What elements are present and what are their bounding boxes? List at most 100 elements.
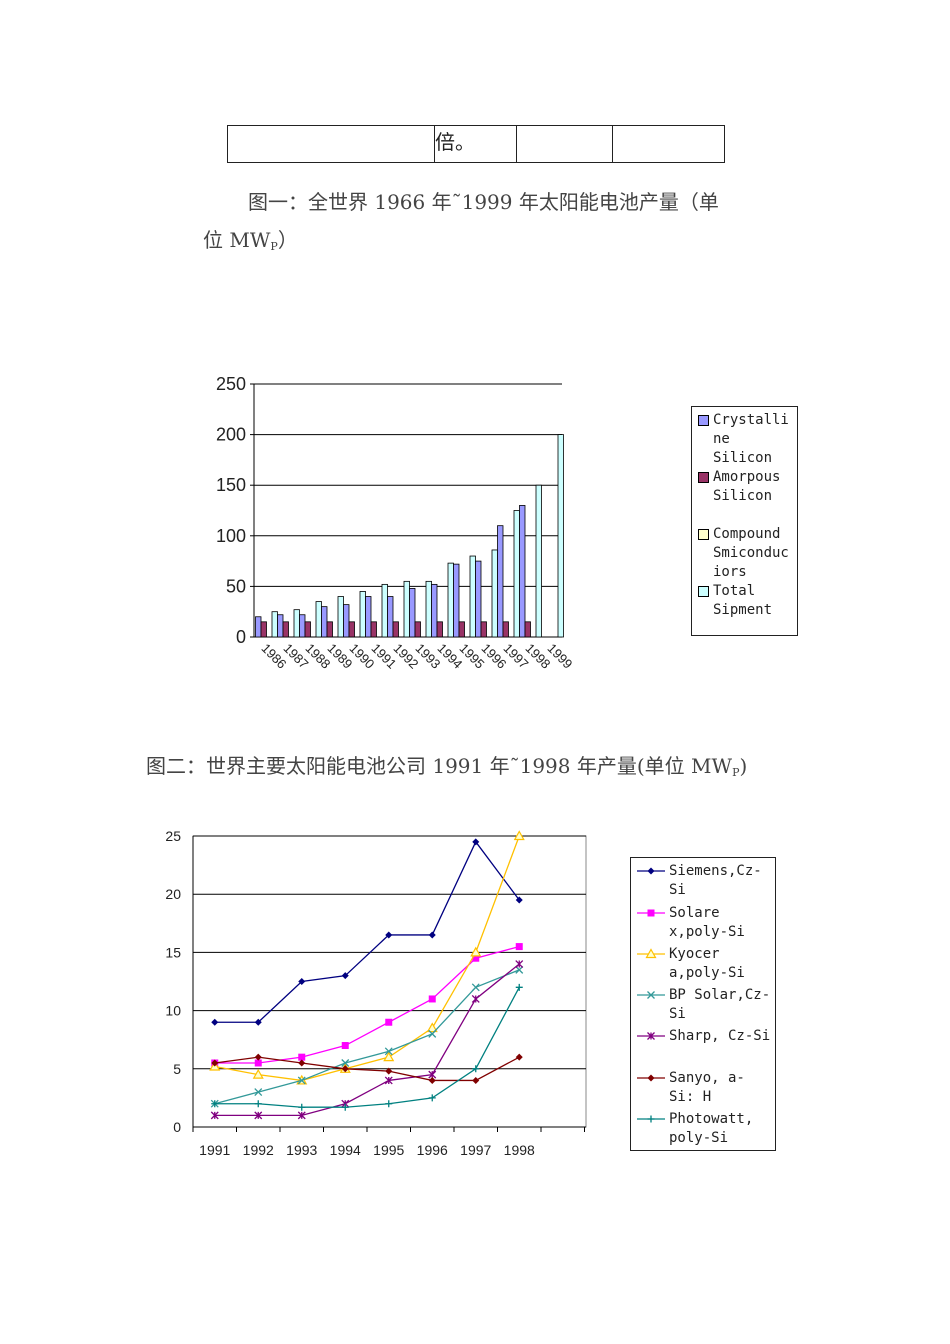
- bar: [304, 621, 311, 638]
- bar: [414, 621, 421, 638]
- legend-marker: [645, 948, 657, 959]
- y-tick-label: 0: [236, 627, 246, 647]
- data-point: [428, 995, 436, 1003]
- table-cell: [227, 125, 435, 163]
- data-point: [515, 1053, 523, 1061]
- series-line: [214, 1056, 520, 1082]
- bar: [392, 621, 399, 638]
- data-point: [385, 1067, 393, 1075]
- data-point: [472, 1065, 480, 1073]
- series-line: [214, 840, 520, 1023]
- legend-entry: Amorpous Silicon: [698, 468, 780, 506]
- y-tick-label: 250: [216, 374, 246, 394]
- data-point: [341, 1059, 350, 1067]
- line-chart-legend: Siemens,Cz- Si Solare x,poly-Si Kyocer a,p…: [630, 857, 776, 1151]
- legend-marker: [647, 867, 655, 875]
- data-point: [385, 1018, 393, 1026]
- legend-label: BP Solar,Cz- Si: [669, 987, 771, 1022]
- legend-label: Amorpous Silicon: [713, 469, 781, 504]
- y-tick-label: 20: [165, 886, 181, 902]
- data-point: [515, 943, 523, 951]
- data-point: [254, 1053, 262, 1061]
- figure2-caption-paren: ): [739, 754, 748, 778]
- y-tick-label: 200: [216, 425, 246, 445]
- top-table: 倍。: [227, 125, 725, 163]
- y-tick-label: 50: [226, 576, 246, 596]
- y-tick-label: 10: [165, 1003, 181, 1019]
- legend-entry: Solare x,poly-Si: [637, 904, 745, 942]
- data-point: [471, 995, 480, 1003]
- legend-entry: Siemens,Cz- Si: [637, 862, 762, 900]
- data-point: [383, 1051, 395, 1062]
- x-tick-label: 1993: [286, 1142, 317, 1158]
- legend-label: Compound Smiconduc iors: [713, 526, 789, 580]
- data-point: [252, 1068, 264, 1079]
- series-line: [214, 835, 520, 1082]
- y-tick-label: 15: [165, 944, 181, 960]
- legend-marker: [647, 909, 655, 917]
- figure1-caption-subscript: P: [270, 240, 278, 253]
- data-point: [515, 983, 523, 991]
- bar: [557, 434, 564, 638]
- series-line: [214, 987, 520, 1108]
- x-tick-label: 1992: [243, 1142, 274, 1158]
- legend-entry: Photowatt, poly-Si: [637, 1110, 753, 1148]
- bar: [535, 484, 542, 638]
- legend-swatch: [637, 1074, 665, 1082]
- legend-swatch: [698, 586, 709, 597]
- data-point: [428, 1076, 436, 1084]
- x-tick-label: 1997: [460, 1142, 491, 1158]
- bar: [343, 604, 350, 638]
- legend-swatch: [637, 948, 665, 959]
- legend-swatch: [698, 529, 709, 540]
- figure2-caption-text: 图二：世界主要太阳能电池公司 1991 年˜1998 年产量(单位 MW: [146, 754, 733, 778]
- legend-entry: Sharp, Cz-Si: [637, 1027, 770, 1046]
- bar: [502, 621, 509, 638]
- data-point: [472, 954, 480, 962]
- legend-label: Sanyo, a- Si: H: [669, 1070, 745, 1105]
- data-point: [515, 965, 524, 974]
- table-cell: 倍。: [434, 125, 517, 163]
- data-point: [254, 1100, 262, 1108]
- data-point: [428, 931, 436, 939]
- data-point: [472, 1076, 480, 1084]
- bar: [387, 596, 394, 638]
- legend-entry: Total Sipment: [698, 582, 772, 620]
- data-point: [384, 1047, 393, 1056]
- data-point: [298, 1103, 306, 1111]
- figure1-caption-text: 位 MW: [203, 228, 271, 252]
- figure2-caption: 图二：世界主要太阳能电池公司 1991 年˜1998 年产量(单位 MWP): [146, 750, 747, 779]
- data-point: [341, 972, 349, 980]
- figure2-caption-subscript: P: [732, 766, 740, 779]
- x-tick-label: 1994: [330, 1142, 361, 1158]
- data-point: [470, 946, 482, 957]
- bar: [409, 588, 416, 638]
- bar: [348, 621, 355, 638]
- data-point: [471, 983, 480, 992]
- table-cell: [516, 125, 613, 163]
- legend-label: Crystalli ne Silicon: [713, 412, 789, 466]
- data-point: [341, 1103, 349, 1111]
- legend-entry: BP Solar,Cz- Si: [637, 986, 770, 1024]
- data-point: [254, 1111, 263, 1120]
- legend-label: Sharp, Cz-Si: [669, 1028, 771, 1044]
- bar: [326, 621, 333, 638]
- data-point: [341, 1065, 349, 1073]
- legend-swatch: [637, 867, 665, 875]
- y-tick-label: 0: [173, 1119, 181, 1135]
- data-point: [297, 1111, 306, 1120]
- series-line: [214, 969, 520, 1105]
- data-point: [210, 1111, 219, 1120]
- legend-marker: [647, 1115, 655, 1123]
- legend-label: Siemens,Cz- Si: [669, 863, 762, 898]
- data-point: [211, 1059, 219, 1067]
- data-point: [385, 931, 393, 939]
- data-point: [513, 830, 525, 841]
- bar: [497, 525, 504, 638]
- figure1-caption-paren: ）: [277, 228, 298, 252]
- data-point: [298, 1059, 306, 1067]
- data-point: [341, 1042, 349, 1050]
- bar: [436, 621, 443, 638]
- legend-label: Total Sipment: [713, 583, 773, 618]
